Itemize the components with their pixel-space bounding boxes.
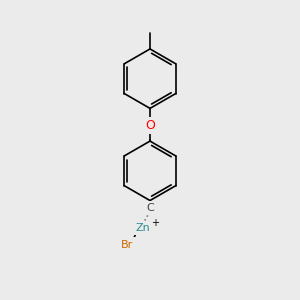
Text: Zn: Zn: [135, 223, 150, 233]
Text: Br: Br: [121, 239, 133, 250]
Text: C: C: [146, 203, 154, 213]
Text: O: O: [145, 119, 155, 132]
Text: +: +: [151, 218, 159, 228]
